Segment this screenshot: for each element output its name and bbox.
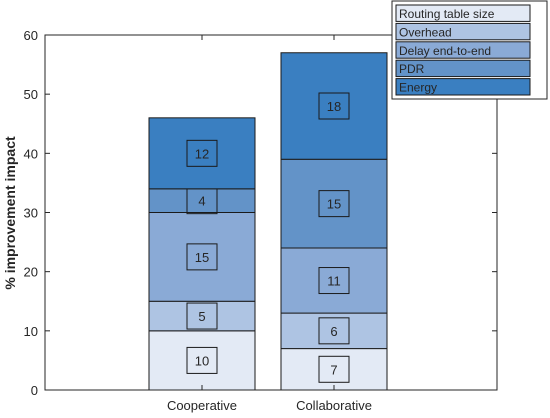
legend-swatch: [395, 4, 531, 22]
axes: 0 10 20 30 40 50 60 Cooperative Collaborative: [24, 28, 498, 413]
legend-entry: Overhead: [399, 25, 452, 39]
data-label: 11: [327, 274, 341, 289]
x-tick-label: Cooperative: [167, 398, 237, 413]
bar-segment: [280, 52, 388, 160]
data-label: 6: [330, 324, 337, 339]
data-label: 10: [195, 353, 209, 368]
bar-segment: [148, 117, 256, 190]
legend: Routing table size Overhead Delay end-to-e…: [391, 0, 548, 100]
data-label-box: [318, 355, 350, 383]
data-label-box: [186, 302, 218, 330]
bar-group: 10 5 15 4 12 7 6 11 15 18: [148, 52, 388, 391]
data-label: 18: [327, 99, 341, 114]
y-tick-label: 10: [24, 324, 38, 339]
y-tick-label: 20: [24, 265, 38, 280]
data-label: 5: [198, 309, 205, 324]
data-label-box: [186, 139, 218, 167]
legend-swatch: [395, 41, 531, 59]
data-label: 15: [327, 197, 341, 212]
y-tick-label: 60: [24, 28, 38, 43]
bar-segment: [148, 330, 256, 391]
legend-entry: Routing table size: [399, 7, 495, 21]
legend-entry: Energy: [399, 81, 437, 95]
bar-segment: [280, 158, 388, 249]
data-label-box: [318, 267, 350, 295]
legend-entry: PDR: [399, 62, 425, 76]
bar-segment: [148, 300, 256, 332]
y-tick-label: 40: [24, 146, 38, 161]
bar-segment: [148, 212, 256, 302]
legend-entry: Delay end-to-end: [399, 44, 491, 58]
y-tick-label: 0: [31, 383, 38, 398]
data-label: 15: [195, 250, 209, 265]
y-tick-label: 50: [24, 87, 38, 102]
legend-swatch: [395, 59, 531, 78]
data-label: 4: [198, 194, 205, 209]
legend-swatch: [395, 22, 531, 41]
bar-segment: [280, 348, 388, 391]
data-label-box: [318, 92, 350, 120]
data-label-box: [318, 190, 350, 218]
data-label-box: [318, 317, 350, 345]
data-label-box: [186, 243, 218, 271]
data-label: 7: [330, 362, 337, 377]
data-label: 12: [195, 146, 209, 161]
y-tick-label: 30: [24, 206, 38, 221]
data-label-box: [186, 346, 218, 374]
legend-swatch: [395, 78, 531, 96]
bar-segment: [280, 247, 388, 314]
bar-segment: [280, 312, 388, 350]
y-axis-label: % improvement impact: [2, 136, 18, 290]
x-tick-label: Collaborative: [296, 398, 372, 413]
